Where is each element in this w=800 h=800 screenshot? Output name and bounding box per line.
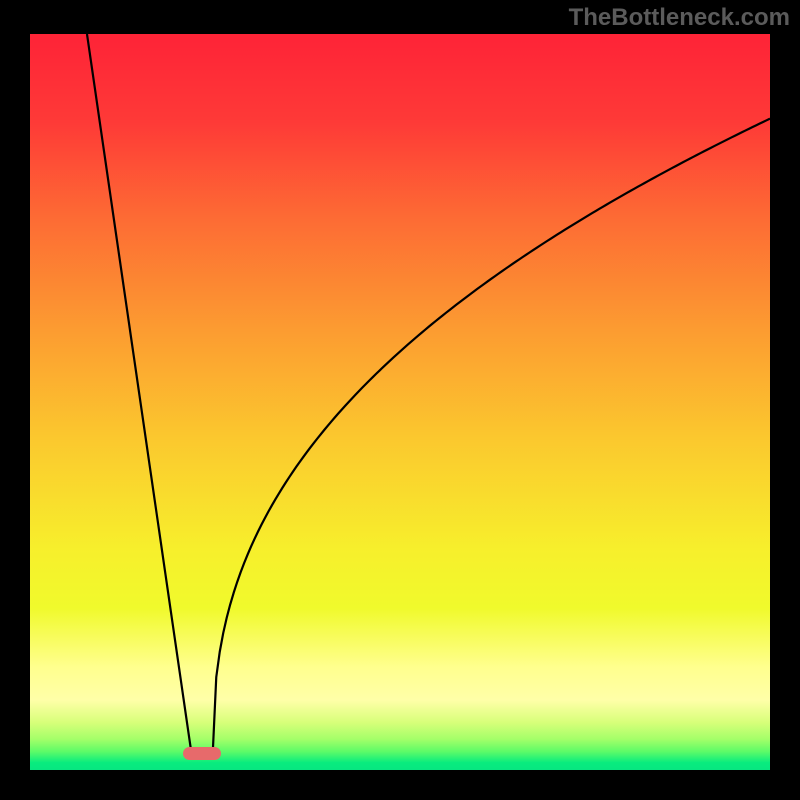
frame-border-left [0,0,30,800]
chart-frame [0,0,800,800]
plot-area [30,34,770,770]
chart-root: TheBottleneck.com [0,0,800,800]
frame-border-right [770,0,800,800]
curve-path [87,34,770,752]
minimum-marker [183,747,221,760]
frame-border-bottom [0,770,800,800]
bottleneck-curve [30,34,770,770]
watermark-text: TheBottleneck.com [569,4,790,32]
